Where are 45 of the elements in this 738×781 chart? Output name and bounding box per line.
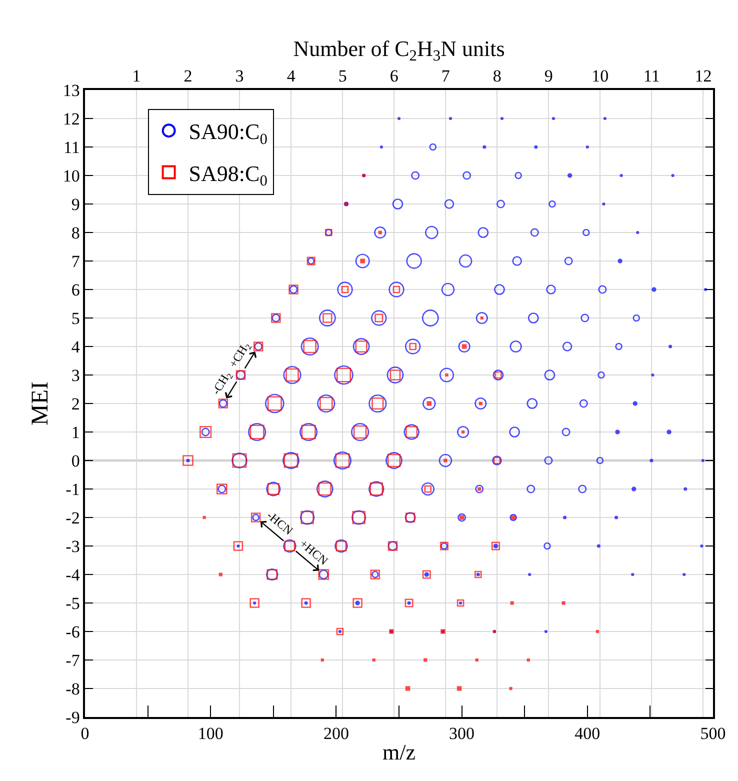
y-tick-label: -8 [66, 679, 80, 698]
x2-tick-label: 11 [644, 66, 660, 86]
x2-tick-label: 2 [184, 66, 192, 86]
legend-label: SA90:C$_{0}$ [188, 119, 268, 148]
x2-axis-title: Number of C$_{2}$H$_{3}$N units [293, 36, 505, 64]
x2-tick-label: 7 [441, 66, 450, 86]
x-tick-label: 300 [449, 724, 475, 744]
y-tick-label: -7 [66, 650, 80, 670]
y-tick-label: 7 [71, 252, 80, 271]
y-tick-label: 1 [71, 422, 80, 442]
x2-tick-label: 10 [592, 66, 609, 86]
x2-tick-label: 8 [492, 66, 502, 86]
y-tick-label: -6 [66, 622, 80, 642]
y-axis-title: MEI [27, 382, 54, 426]
x2-tick-label: 9 [544, 66, 553, 86]
y-tick-label: 11 [63, 138, 80, 157]
legend-label: SA98:C$_{0}$ [188, 160, 268, 190]
x-axis-title: m/z [382, 740, 416, 765]
x2-tick-label: 5 [338, 66, 347, 86]
x2-tick-label: 12 [694, 66, 712, 86]
y-tick-label: 9 [71, 194, 80, 214]
y-tick-label: -4 [66, 565, 80, 584]
y-tick-label: -5 [66, 594, 80, 613]
y-tick-label: -1 [66, 480, 80, 499]
y-tick-label: -9 [66, 708, 80, 727]
y-tick-label: 4 [71, 337, 80, 356]
y-tick-label: 12 [62, 109, 80, 128]
x-tick-label: 200 [323, 724, 349, 744]
x2-tick-label: 4 [286, 66, 296, 86]
y-tick-label: 6 [71, 280, 80, 300]
x2-tick-label: 1 [132, 66, 141, 86]
y-tick-label: 0 [71, 451, 80, 470]
y-tick-label: 3 [71, 366, 80, 385]
x-tick-label: 500 [700, 724, 726, 744]
x2-tick-label: 6 [390, 66, 398, 86]
y-tick-label: -2 [66, 508, 80, 528]
y-tick-label: 2 [71, 394, 80, 414]
y-tick-label: -3 [66, 536, 80, 556]
y-tick-label: 10 [62, 166, 80, 186]
y-tick-label: 8 [71, 223, 80, 242]
x-tick-label: 100 [198, 724, 224, 744]
y-tick-label: 5 [71, 308, 80, 328]
x2-tick-label: 3 [235, 66, 244, 86]
y-tick-label: 13 [62, 80, 80, 100]
x-tick-label: 400 [574, 724, 600, 744]
